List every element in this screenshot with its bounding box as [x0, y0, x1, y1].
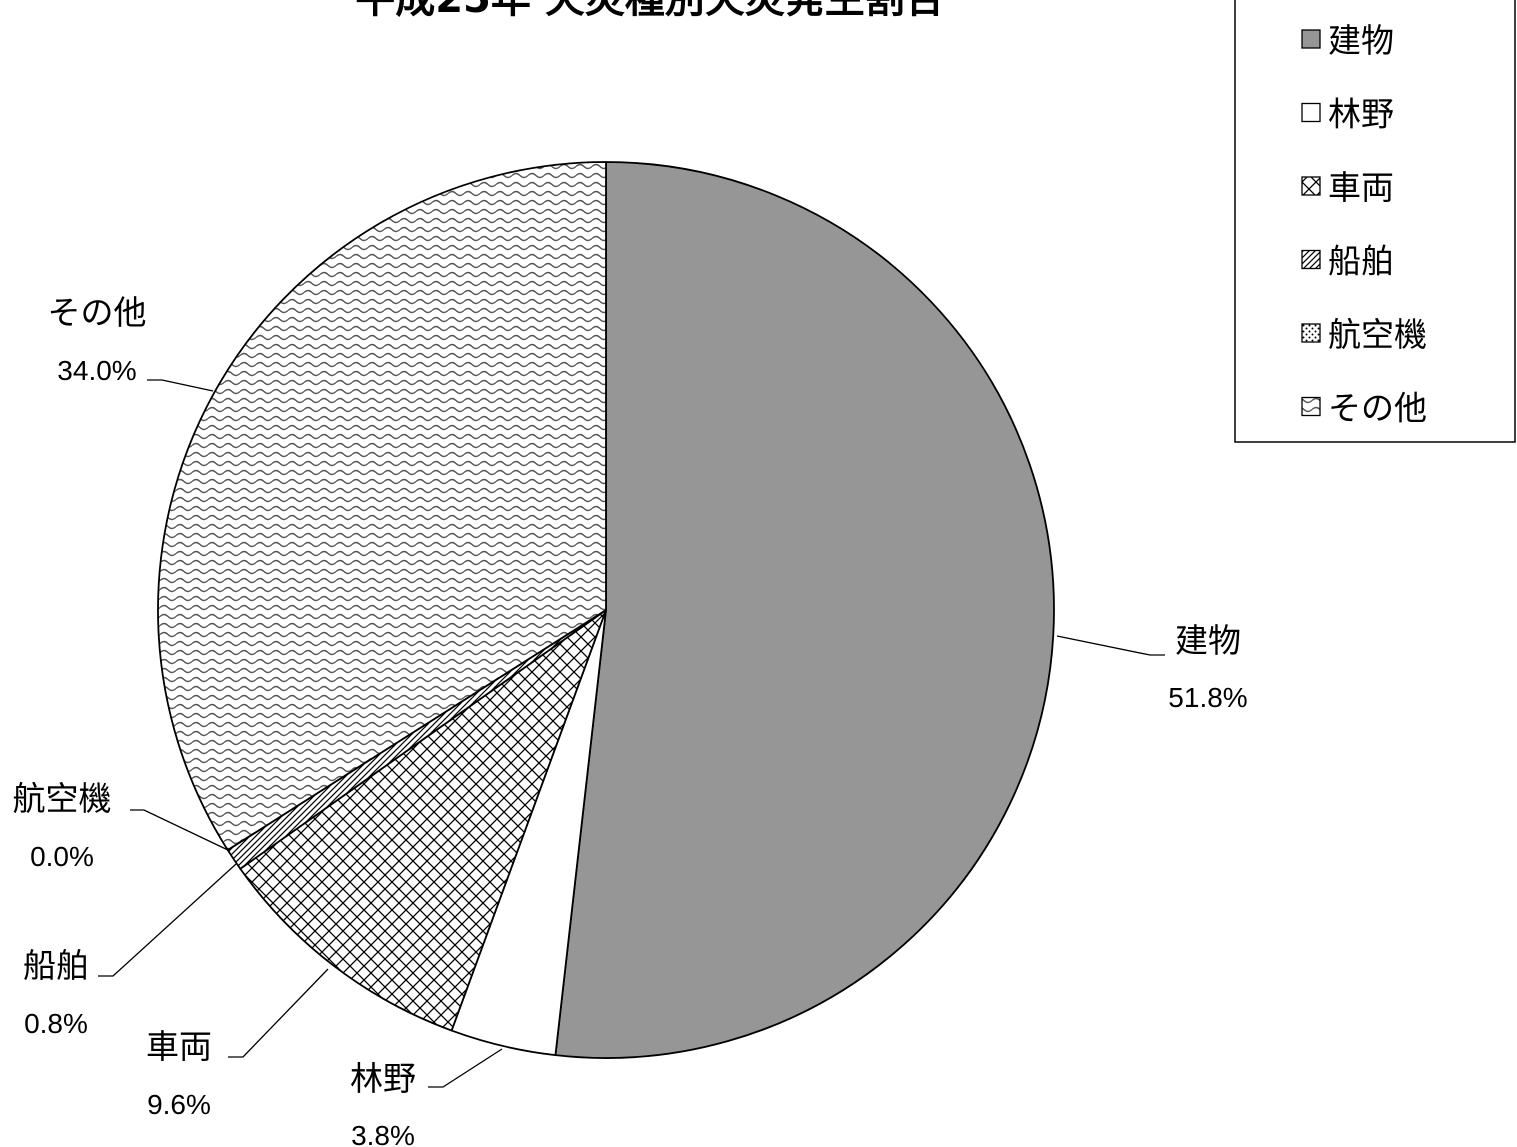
data-label-name-ship: 船舶 — [23, 946, 89, 985]
pie-slices — [157, 161, 1055, 1059]
legend-swatch-building — [1301, 29, 1321, 49]
data-label-value-building: 51.8% — [1168, 682, 1247, 713]
data-label-name-building: 建物 — [1175, 621, 1241, 660]
legend-box — [1234, 0, 1516, 443]
legend-label-aircraft: 航空機 — [1328, 315, 1427, 354]
data-label-value-ship: 0.8% — [24, 1008, 88, 1039]
legend-label-vehicle: 車両 — [1328, 168, 1394, 207]
legend-swatch-vehicle — [1301, 176, 1321, 196]
legend-swatch-aircraft — [1301, 323, 1321, 343]
data-label-name-aircraft: 航空機 — [13, 779, 112, 818]
data-label-value-other: 34.0% — [57, 355, 136, 386]
legend-label-other: その他 — [1328, 389, 1427, 428]
data-label-name-vehicle: 車両 — [146, 1027, 212, 1066]
leader-line-vehicle — [228, 968, 329, 1058]
data-label-value-forest: 3.8% — [351, 1120, 415, 1147]
legend-label-ship: 船舶 — [1328, 242, 1394, 281]
legend-swatch-ship — [1301, 249, 1321, 270]
leader-line-building — [1056, 635, 1165, 656]
pie-slice-vehicle — [239, 609, 607, 1032]
leader-line-ship — [98, 863, 237, 977]
data-label-value-vehicle: 9.6% — [147, 1089, 211, 1120]
leader-lines — [98, 379, 1165, 1088]
leader-line-forest — [428, 1048, 503, 1088]
legend-label-building: 建物 — [1328, 21, 1394, 60]
legend-label-forest: 林野 — [1328, 95, 1394, 134]
data-label-value-aircraft: 0.0% — [30, 841, 94, 872]
legend-swatch-forest — [1301, 102, 1321, 123]
chart-title: 平成25年 火災種別火災発生割合 — [355, 0, 945, 22]
data-label-name-forest: 林野 — [350, 1059, 416, 1098]
data-labels: 建物 51.8% 林野 3.8% 車両 9.6% 船舶 0.8% 航空機 0.0% その他 34.0% — [13, 293, 1248, 1147]
leader-line-aircraft — [130, 809, 231, 852]
legend-swatch-other — [1301, 396, 1321, 417]
pie-slice-other — [157, 161, 607, 851]
leader-line-other — [147, 379, 214, 392]
pie-slice-building — [554, 161, 1055, 1059]
data-label-name-other: その他 — [48, 293, 147, 332]
